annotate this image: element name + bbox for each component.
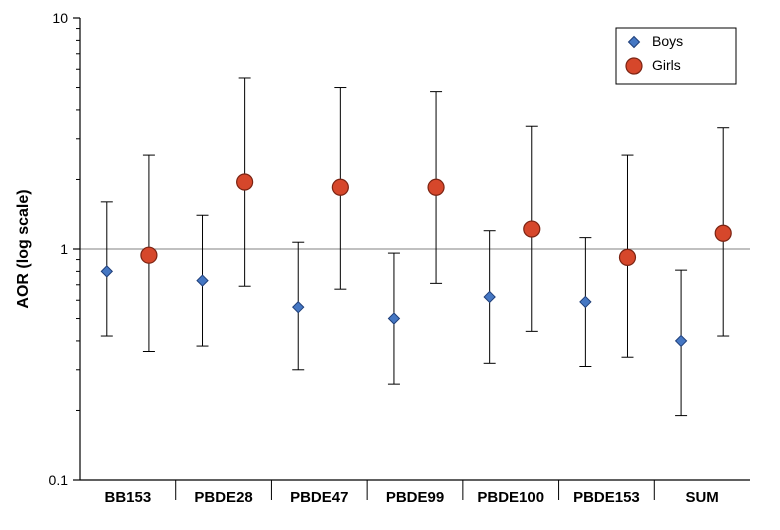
svg-text:0.1: 0.1 (49, 472, 69, 488)
svg-text:AOR (log scale): AOR (log scale) (15, 189, 32, 308)
svg-text:BB153: BB153 (105, 489, 152, 506)
svg-text:PBDE99: PBDE99 (386, 489, 444, 506)
svg-text:1: 1 (60, 241, 68, 257)
svg-text:Girls: Girls (652, 57, 681, 73)
chart-svg: 0.1 1 10 AOR (log scale) BB153 PBDE28 PBDE47 PB… (0, 0, 780, 530)
svg-text:Boys: Boys (652, 33, 683, 49)
svg-text:10: 10 (52, 10, 68, 26)
svg-text:PBDE100: PBDE100 (477, 489, 544, 506)
svg-text:PBDE47: PBDE47 (290, 489, 348, 506)
chart-container: 0.1 1 10 AOR (log scale) BB153 PBDE28 PBDE47 PB… (0, 0, 780, 530)
svg-text:PBDE28: PBDE28 (194, 489, 252, 506)
svg-text:SUM: SUM (685, 489, 718, 506)
svg-text:PBDE153: PBDE153 (573, 489, 640, 506)
